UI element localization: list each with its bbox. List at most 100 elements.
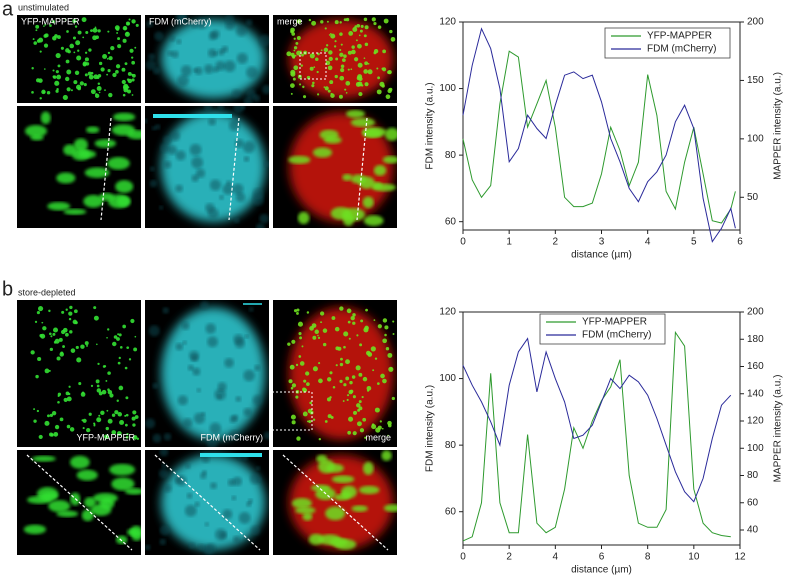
texture — [159, 205, 164, 210]
legend-box — [539, 313, 666, 345]
spot — [352, 431, 357, 436]
image-content — [273, 450, 397, 555]
texture — [244, 334, 249, 339]
spot — [312, 147, 333, 158]
spot — [93, 306, 97, 310]
spot — [84, 51, 88, 54]
spot — [72, 19, 77, 24]
overlay-line — [282, 454, 389, 551]
spot — [84, 57, 89, 62]
spot — [364, 82, 369, 87]
spot — [63, 397, 68, 402]
spot — [339, 379, 343, 384]
texture — [177, 74, 189, 87]
texture — [148, 325, 160, 337]
spot — [116, 431, 122, 436]
spot — [302, 95, 307, 99]
spot — [358, 400, 362, 404]
spot — [291, 339, 296, 344]
spot — [293, 309, 298, 313]
spot — [297, 211, 310, 225]
spot — [364, 61, 369, 66]
spot — [359, 428, 365, 433]
spot — [55, 52, 61, 59]
spot — [57, 35, 61, 39]
spot — [76, 357, 82, 363]
texture — [243, 156, 250, 162]
spot — [315, 57, 319, 61]
spot — [313, 66, 316, 68]
spot — [115, 64, 121, 69]
x-tick-label: 2 — [553, 237, 559, 248]
spot — [318, 378, 323, 384]
spot — [111, 124, 136, 136]
image-label: FDM (mCherry) — [149, 16, 212, 26]
spot — [38, 434, 43, 439]
texture — [240, 106, 246, 110]
spot — [310, 484, 331, 492]
spot — [82, 418, 87, 423]
texture — [254, 364, 261, 371]
texture — [224, 358, 234, 368]
spot — [291, 54, 296, 58]
texture — [229, 430, 240, 440]
texture — [227, 478, 236, 487]
texture — [161, 463, 167, 469]
spot — [343, 383, 347, 387]
spot — [110, 45, 115, 51]
spot — [296, 436, 301, 441]
texture — [191, 156, 204, 169]
spot — [66, 30, 69, 33]
spot — [325, 60, 331, 66]
texture — [187, 364, 194, 371]
spot — [335, 346, 340, 351]
texture — [228, 119, 241, 132]
texture — [175, 150, 186, 161]
spot — [100, 410, 105, 415]
spot — [77, 49, 80, 52]
texture — [234, 138, 244, 148]
spot — [49, 24, 52, 27]
spot — [329, 396, 332, 399]
texture — [154, 124, 161, 130]
spot — [312, 81, 315, 85]
spot — [40, 111, 51, 125]
legend-box — [604, 27, 731, 59]
spot — [38, 37, 44, 43]
spot — [360, 24, 364, 28]
texture — [169, 36, 176, 42]
texture — [209, 179, 221, 191]
spot — [342, 58, 346, 62]
x-tick-label: 12 — [734, 552, 746, 563]
spot — [334, 539, 357, 550]
spot — [97, 29, 101, 33]
spot — [358, 406, 363, 411]
y-tick-label: 80 — [445, 440, 457, 451]
spot — [347, 68, 350, 71]
spot — [48, 369, 51, 372]
spot — [352, 27, 358, 32]
spot — [351, 45, 355, 49]
spot — [104, 89, 106, 91]
y2-axis-label: MAPPER intensity (a.u.) — [773, 72, 784, 180]
spot — [66, 69, 72, 75]
spot — [335, 364, 338, 367]
texture — [209, 422, 222, 435]
spot — [376, 89, 382, 95]
spot — [331, 475, 355, 484]
texture — [231, 89, 241, 98]
spot — [291, 420, 296, 425]
texture — [154, 31, 164, 41]
spot — [65, 76, 70, 82]
spot — [326, 377, 332, 382]
texture — [263, 431, 269, 440]
y2-tick-label: 50 — [747, 192, 759, 203]
spot — [290, 414, 296, 420]
spot — [69, 427, 75, 432]
spot — [116, 32, 119, 34]
spot — [107, 69, 111, 73]
image-label: YFP-MAPPER — [76, 432, 135, 442]
texture — [252, 94, 261, 103]
spot — [96, 86, 102, 91]
x-tick-label: 2 — [506, 552, 512, 563]
